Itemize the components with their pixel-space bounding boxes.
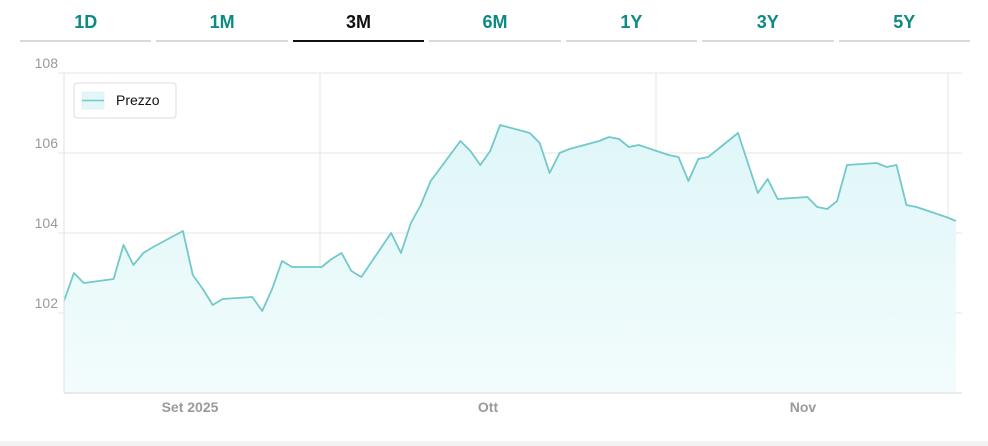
tab-1d[interactable]: 1D — [20, 0, 152, 42]
tab-3y[interactable]: 3Y — [702, 0, 834, 42]
tab-6m[interactable]: 6M — [429, 0, 561, 42]
x-tick-label: Ott — [478, 399, 499, 415]
y-tick-label: 108 — [35, 55, 59, 71]
tab-1y[interactable]: 1Y — [565, 0, 698, 42]
price-chart[interactable]: 102 104 106 108 Set 2025 Ott Nov Prezzo — [0, 50, 988, 441]
x-tick-label: Nov — [790, 399, 817, 415]
tab-1m[interactable]: 1M — [156, 0, 288, 42]
y-tick-label: 106 — [35, 135, 59, 151]
legend: Prezzo — [73, 82, 177, 119]
y-tick-label: 102 — [35, 295, 59, 311]
legend-label: Prezzo — [116, 92, 160, 108]
price-area — [64, 125, 956, 393]
area-layer — [63, 124, 957, 393]
period-tabs: 1D 1M 3M 6M 1Y 3Y 5Y — [20, 0, 970, 44]
tab-5y[interactable]: 5Y — [838, 0, 970, 42]
axis-layer: 102 104 106 108 Set 2025 Ott Nov — [35, 55, 962, 415]
x-tick-label: Set 2025 — [162, 399, 219, 415]
price-chart-svg[interactable]: 102 104 106 108 Set 2025 Ott Nov Prezzo — [0, 50, 988, 441]
tab-3m[interactable]: 3M — [292, 0, 425, 42]
y-tick-label: 104 — [35, 215, 59, 231]
price-line — [63, 124, 957, 312]
